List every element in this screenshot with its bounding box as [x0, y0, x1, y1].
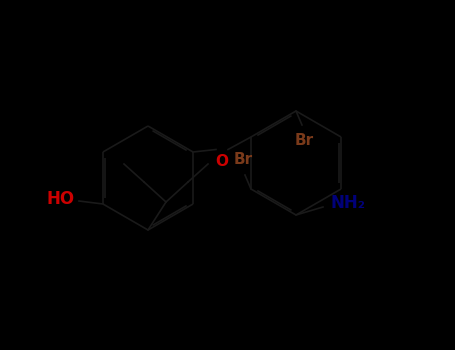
Text: HO: HO — [47, 190, 75, 208]
Text: Br: Br — [233, 152, 253, 167]
Text: NH₂: NH₂ — [331, 194, 366, 212]
Text: O: O — [216, 154, 228, 169]
Text: Br: Br — [294, 133, 313, 148]
